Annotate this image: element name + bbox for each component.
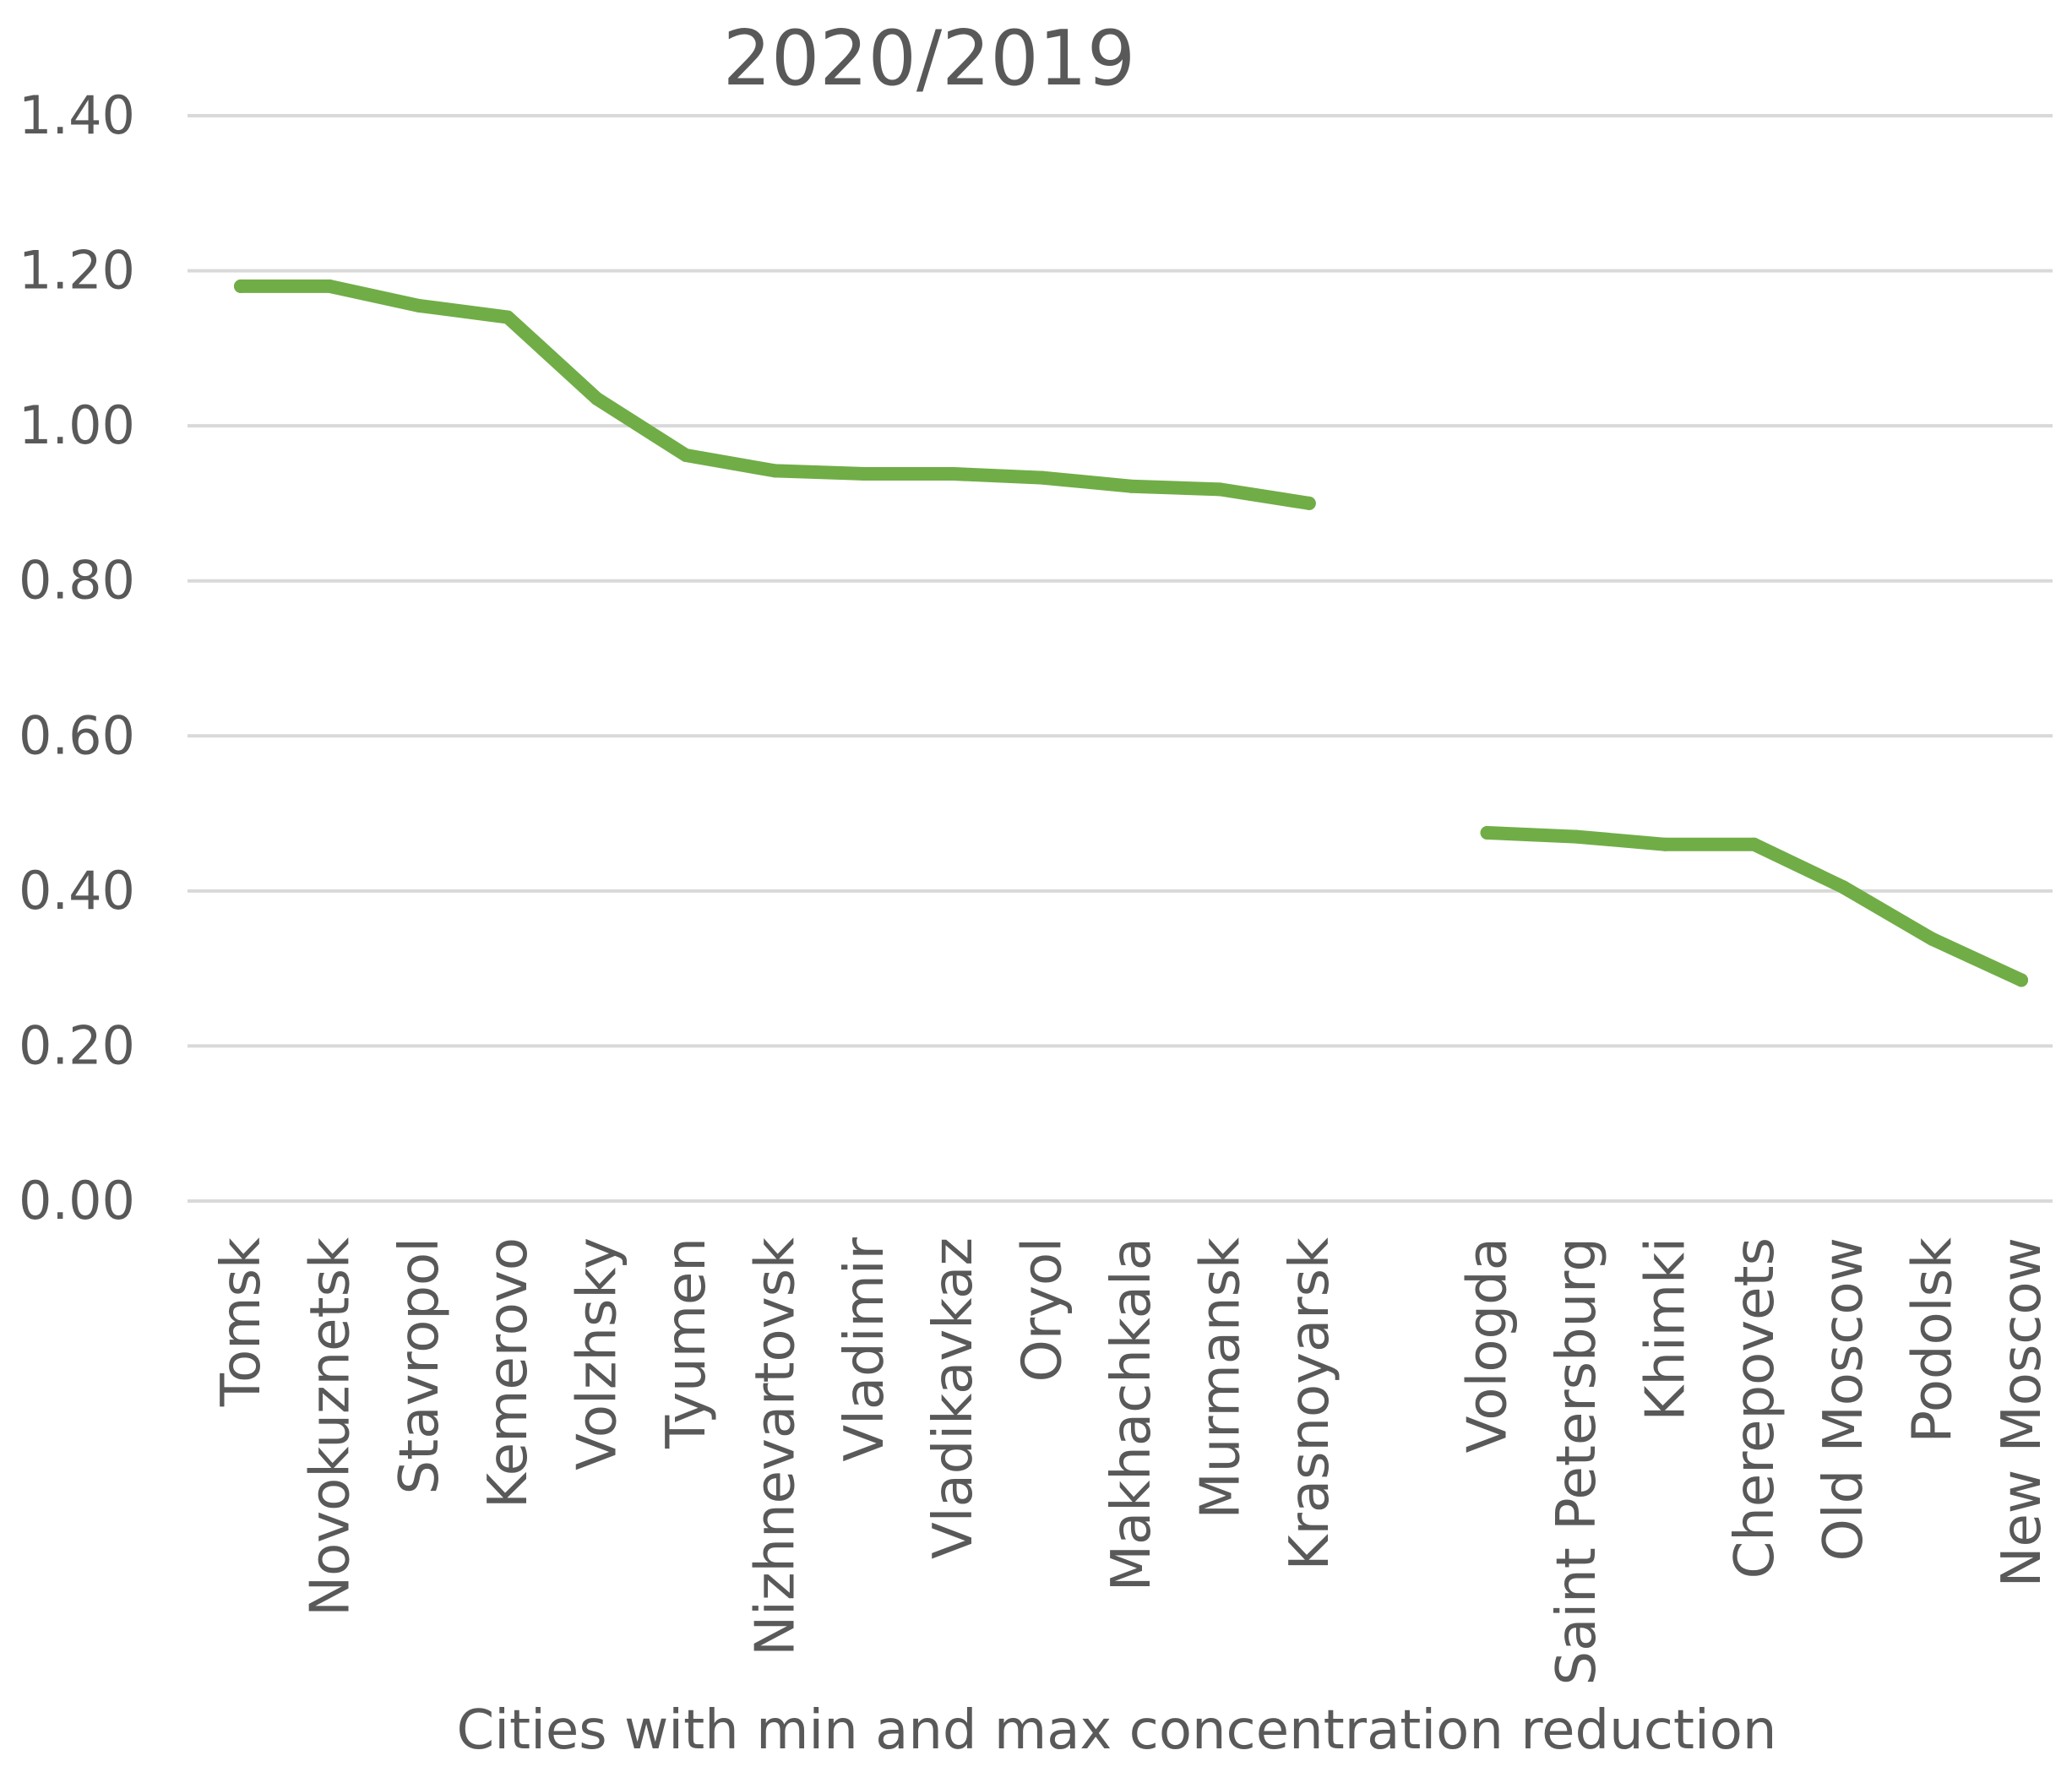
data-point xyxy=(1213,482,1227,497)
data-point xyxy=(768,464,782,478)
x-tick-label: Tomsk xyxy=(210,1237,273,1407)
data-point xyxy=(1124,479,1138,493)
x-tick-label: Khimki xyxy=(1634,1237,1697,1421)
x-tick-label: Makhachkala xyxy=(1101,1237,1163,1591)
data-point xyxy=(590,392,604,406)
data-point xyxy=(411,298,426,313)
x-tick-label: Stavropol xyxy=(389,1237,451,1494)
x-tick-label: Nizhnevartovsk xyxy=(744,1237,807,1656)
data-point xyxy=(2015,973,2028,987)
y-tick-label: 1.40 xyxy=(19,84,135,146)
x-axis-label: Cities with min and max concentration re… xyxy=(457,1699,1777,1762)
x-tick-label: Novokuznetsk xyxy=(299,1237,362,1617)
y-axis-ticks: 0.00 0.20 0.40 0.60 0.80 1.00 1.20 1.40 xyxy=(19,84,135,1231)
x-tick-label: Podolsk xyxy=(1902,1237,1965,1443)
x-tick-label: Vladimir xyxy=(834,1237,896,1461)
y-tick-label: 0.60 xyxy=(19,704,135,766)
x-tick-label: Saint Petersburg xyxy=(1546,1237,1608,1685)
series-line xyxy=(1480,826,2028,987)
data-point xyxy=(1480,826,1494,840)
data-point xyxy=(857,467,871,481)
x-tick-label: Vologda xyxy=(1457,1237,1520,1453)
data-point xyxy=(679,448,693,463)
data-point xyxy=(1302,496,1316,510)
data-point xyxy=(1569,829,1583,844)
data-point xyxy=(946,467,960,481)
data-point xyxy=(323,279,337,293)
x-tick-label: Cherepovets xyxy=(1724,1237,1786,1579)
y-tick-label: 1.00 xyxy=(19,394,135,456)
chart-title: 2020/2019 xyxy=(723,14,1135,103)
data-point xyxy=(1658,837,1672,851)
y-tick-label: 0.80 xyxy=(19,550,135,612)
x-tick-label: Murmansk xyxy=(1189,1237,1252,1519)
data-point xyxy=(1747,837,1761,851)
x-tick-label: Old Moscow xyxy=(1813,1237,1875,1562)
x-tick-label: Oryol xyxy=(1012,1237,1074,1383)
y-tick-label: 0.40 xyxy=(19,860,135,921)
data-point xyxy=(1925,932,1939,946)
grid-layer xyxy=(188,114,2053,1203)
x-tick-label: Vladikavkaz xyxy=(922,1237,985,1559)
x-tick-label: Kemerovo xyxy=(477,1237,540,1508)
x-tick-label: Krasnoyarsk xyxy=(1279,1237,1341,1570)
x-tick-label: Tyumen xyxy=(655,1237,718,1449)
series-layer xyxy=(234,279,2028,987)
y-tick-label: 1.20 xyxy=(19,240,135,302)
data-point xyxy=(501,310,515,324)
y-tick-label: 0.00 xyxy=(19,1170,135,1231)
x-tick-label: Volzhsky xyxy=(567,1237,629,1470)
x-tick-label: New Moscow xyxy=(1991,1237,2053,1587)
data-point xyxy=(234,279,247,293)
y-tick-label: 0.20 xyxy=(19,1014,135,1076)
data-point xyxy=(1836,880,1851,894)
data-point xyxy=(1035,470,1049,485)
x-axis-ticks: Tomsk Novokuznetsk Stavropol Kemerovo Volzhs… xyxy=(210,1237,2053,1685)
